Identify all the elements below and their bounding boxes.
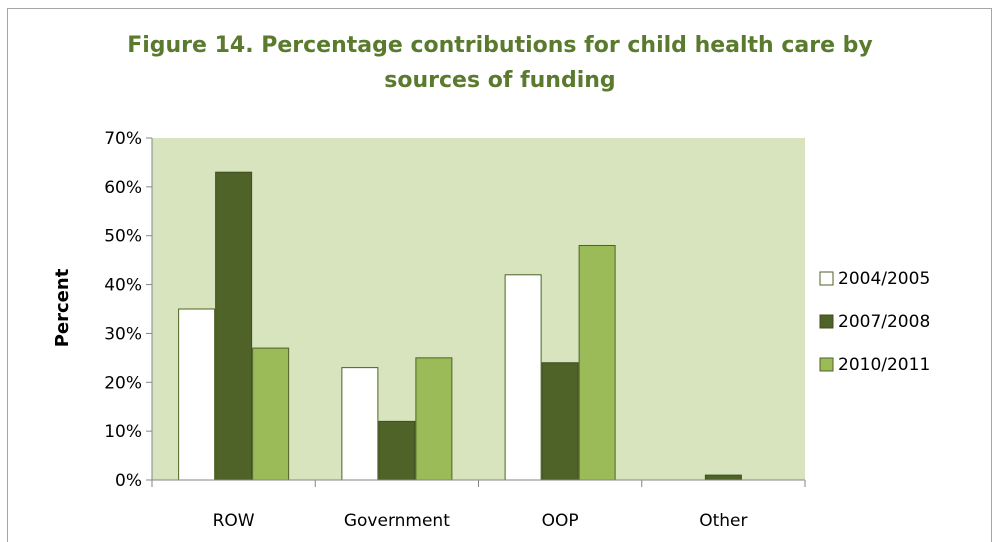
legend-label: 2007/2008 [838, 312, 930, 332]
bar-oop-2010-2011 [578, 244, 616, 481]
x-tick-label: OOP [542, 511, 579, 531]
y-tick-label: 10% [104, 422, 142, 442]
legend-label: 2010/2011 [838, 355, 930, 375]
bar-other-2007-2008 [704, 474, 742, 481]
legend: 2004/2005 2007/2008 2010/2011 [819, 269, 930, 375]
x-tick-label: Government [344, 511, 450, 531]
chart-frame [7, 8, 992, 542]
y-axis: 0% 10% 20% 30% 40% 50% 60% 70% [104, 129, 153, 491]
bar-government-2004-2005 [341, 367, 379, 481]
y-tick-label: 0% [115, 471, 142, 491]
legend-swatch-2004-2005 [819, 271, 834, 286]
y-tick-label: 60% [104, 178, 142, 198]
chart-title-line-1: Figure 14. Percentage contributions for … [127, 33, 873, 58]
y-tick-label: 70% [104, 129, 142, 149]
legend-swatch-2010-2011 [819, 357, 834, 372]
x-axis: ROW Government OOP Other [151, 479, 806, 531]
legend-swatch-2007-2008 [819, 314, 834, 329]
y-tick-label: 30% [104, 324, 142, 344]
legend-label: 2004/2005 [838, 269, 930, 289]
bar-row-2010-2011 [252, 347, 290, 481]
bar-government-2007-2008 [378, 420, 416, 481]
bar-row-2007-2008 [215, 171, 253, 481]
y-tick-label: 40% [104, 276, 142, 296]
chart-title: Figure 14. Percentage contributions for … [0, 28, 995, 98]
y-tick-label: 50% [104, 227, 142, 247]
y-tick-label: 20% [104, 373, 142, 393]
bar-row-2004-2005 [178, 308, 216, 481]
bar-government-2010-2011 [415, 357, 453, 481]
x-tick-label: ROW [213, 511, 255, 531]
y-axis-label: Percent [52, 268, 73, 347]
bar-oop-2007-2008 [541, 362, 579, 481]
chart-title-line-2: sources of funding [384, 68, 616, 93]
bar-oop-2004-2005 [504, 274, 542, 481]
x-tick-label: Other [699, 511, 747, 531]
